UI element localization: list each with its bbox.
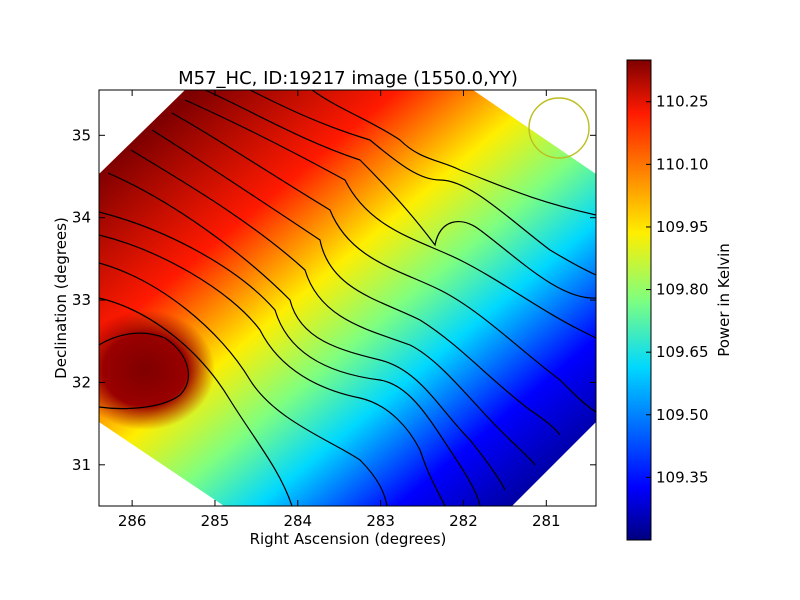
x-tick-label: 285 — [201, 512, 230, 530]
heatmap-field — [99, 90, 596, 506]
colorbar-label: Power in Kelvin — [715, 243, 733, 357]
contour-lines — [99, 90, 596, 506]
x-tick-label: 283 — [366, 512, 395, 530]
colorbar-tick-label: 109.80 — [656, 281, 709, 299]
x-tick-label: 281 — [532, 512, 561, 530]
x-tick-label: 286 — [118, 512, 147, 530]
peak-region — [99, 310, 215, 430]
colorbar-tick-label: 109.50 — [656, 406, 709, 424]
colorbar-tick-label: 109.95 — [656, 218, 709, 236]
y-tick-label: 35 — [72, 126, 91, 144]
colorbar-ticks: 110.25 110.10 109.95 109.80 109.65 109.50 109.… — [646, 93, 709, 486]
y-tick-label: 31 — [72, 456, 91, 474]
plot-frame — [98, 89, 597, 507]
colorbar-tick-label: 110.10 — [656, 155, 709, 173]
colorbar — [626, 59, 652, 541]
x-tick-label: 282 — [449, 512, 478, 530]
heatmap — [99, 90, 596, 506]
x-axis-ticks: 286 285 284 283 282 281 — [118, 90, 561, 530]
chart-title: M57_HC, ID:19217 image (1550.0,YY) — [178, 68, 518, 89]
colorbar-tick-label: 109.35 — [656, 468, 709, 486]
y-tick-label: 33 — [72, 291, 91, 309]
colorbar-tick-label: 110.25 — [656, 93, 709, 111]
colorbar-tick-label: 109.65 — [656, 343, 709, 361]
y-tick-label: 34 — [72, 209, 91, 227]
x-tick-label: 284 — [283, 512, 312, 530]
y-axis-label: Declination (degrees) — [52, 217, 70, 379]
y-axis-ticks: 31 32 33 34 35 — [72, 126, 596, 474]
x-axis-label: Right Ascension (degrees) — [250, 530, 447, 548]
beam-marker-circle — [528, 97, 590, 159]
y-tick-label: 32 — [72, 373, 91, 391]
